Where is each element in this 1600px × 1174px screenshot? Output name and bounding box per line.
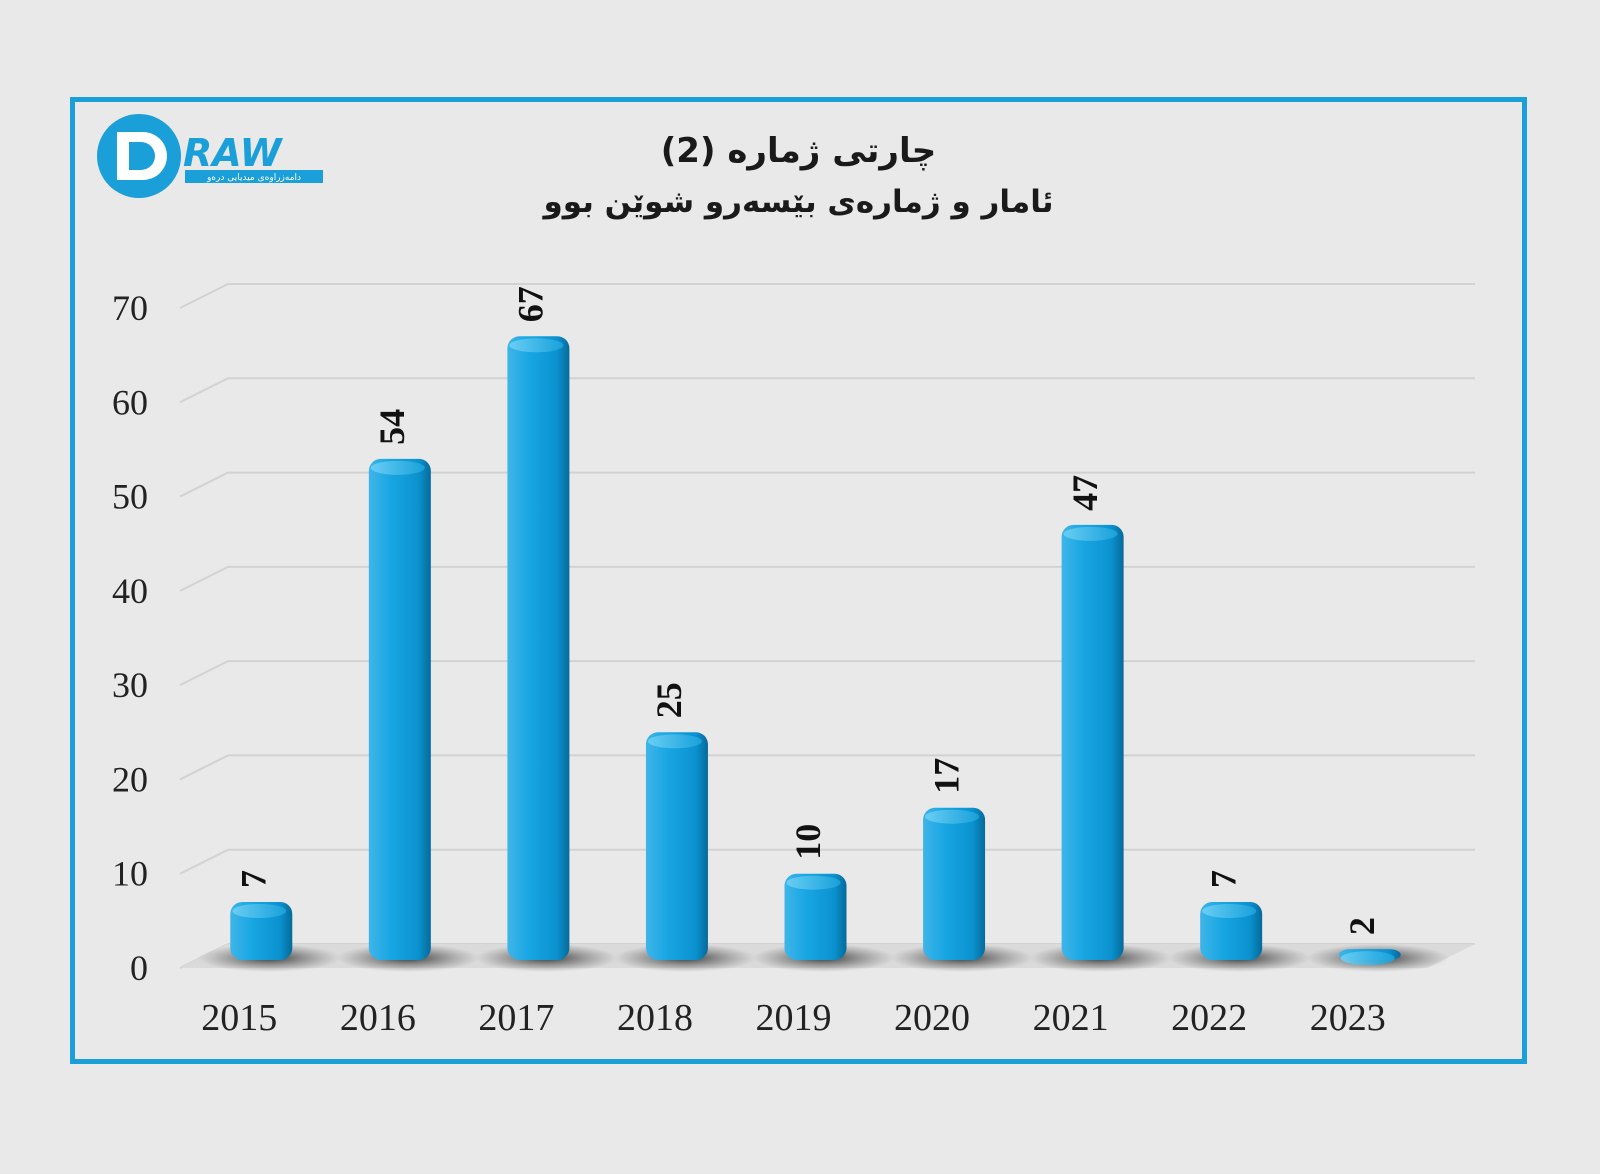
bar: [368, 458, 431, 960]
bar-cap: [232, 904, 287, 918]
logo-brand-text: RAW: [183, 131, 284, 175]
data-label: 25: [649, 682, 689, 718]
data-label: 67: [511, 286, 551, 322]
gridline-diagonal: [179, 283, 229, 309]
draw-logo: RAW دامەزراوەی میدیایی درەو: [97, 114, 323, 198]
bar: [923, 807, 986, 960]
y-tick-label: 40: [112, 571, 148, 611]
bar-cap: [925, 809, 980, 824]
x-tick-label: 2022: [1171, 997, 1247, 1039]
chart-subtitle: ئامار و ژمارەی بێسەرو شوێن بوو: [543, 184, 1054, 220]
bar-cap: [647, 734, 702, 749]
bar-cap: [509, 338, 564, 353]
x-tick-label: 2018: [617, 997, 693, 1039]
gridline-diagonal: [179, 848, 229, 875]
bar-cap: [370, 460, 425, 475]
chart-title: چارتی ژمارە (2): [660, 131, 937, 171]
bar-cap: [1063, 526, 1118, 541]
bar-cap: [1340, 951, 1395, 966]
gridline-diagonal: [179, 565, 229, 592]
x-tick-label: 2021: [1033, 997, 1109, 1039]
x-tick-label: 2016: [340, 997, 416, 1039]
x-tick-label: 2023: [1310, 997, 1386, 1039]
y-tick-label: 70: [112, 288, 148, 328]
data-label: 10: [788, 824, 828, 860]
gridline-diagonal: [179, 377, 229, 404]
gridline-diagonal: [179, 471, 229, 498]
y-tick-label: 20: [112, 759, 148, 799]
x-tick-label: 2019: [756, 997, 832, 1039]
data-label: 47: [1065, 475, 1105, 511]
data-label: 17: [926, 758, 966, 794]
x-tick-label: 2020: [894, 997, 970, 1039]
x-tick-label: 2015: [201, 997, 277, 1039]
bar-cap: [1202, 904, 1257, 918]
data-label: 7: [234, 870, 274, 888]
bar: [784, 873, 847, 960]
gridline-diagonal: [179, 660, 229, 687]
data-label: 7: [1203, 870, 1243, 888]
x-tick-label: 2017: [478, 997, 554, 1039]
y-tick-label: 60: [112, 382, 148, 422]
bar-cap: [786, 875, 841, 890]
data-label: 2: [1342, 917, 1382, 935]
bar: [1061, 524, 1124, 960]
y-tick-label: 50: [112, 477, 148, 517]
y-tick-label: 30: [112, 665, 148, 705]
data-label: 54: [372, 409, 412, 445]
bar: [507, 336, 570, 960]
logo-tagline: دامەزراوەی میدیایی درەو: [206, 173, 301, 183]
bar: [645, 732, 708, 960]
y-tick-label: 0: [130, 948, 148, 988]
y-tick-label: 10: [112, 854, 148, 894]
gridline-diagonal: [179, 754, 229, 781]
